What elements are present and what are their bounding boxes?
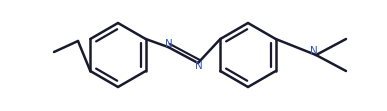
Text: N: N — [165, 39, 173, 49]
Text: N: N — [310, 46, 318, 56]
Text: N: N — [195, 61, 203, 71]
